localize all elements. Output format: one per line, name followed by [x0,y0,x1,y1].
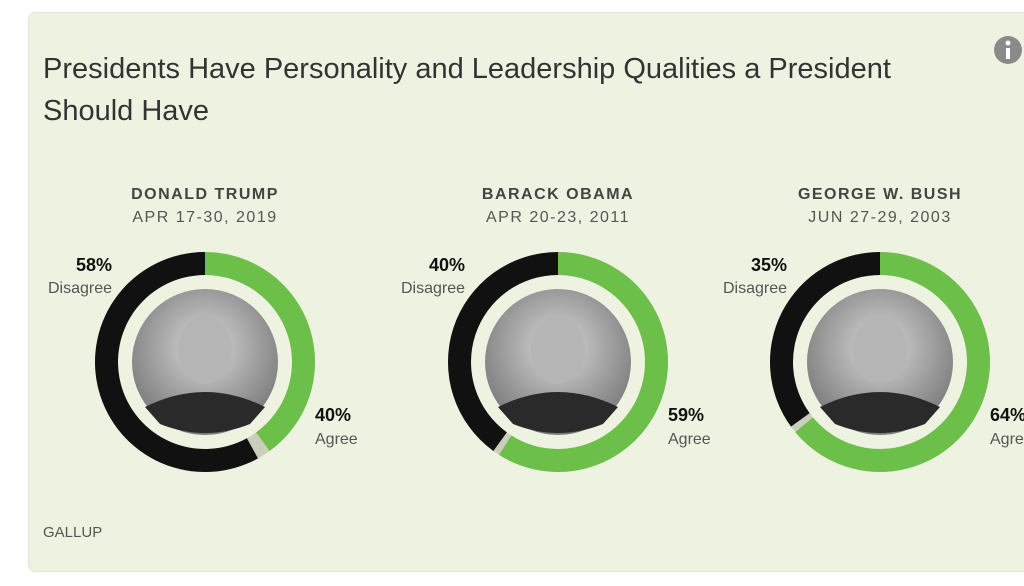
info-icon[interactable] [994,36,1022,64]
category-label: Agree [990,431,1024,448]
donut-title: GEORGE W. BUSH [798,186,962,203]
category-label: Agree [668,431,711,448]
value-label: 40% [315,405,351,425]
portrait [485,289,631,435]
value-label: 59% [668,405,704,425]
donut-segment [205,252,315,451]
donut-segment [769,252,880,427]
value-label: 35% [751,255,787,275]
portrait [807,289,953,435]
portrait-head [853,316,907,384]
value-label: 58% [76,255,112,275]
portrait-body [820,392,940,433]
portrait-head [531,316,585,384]
donut-title: BARACK OBAMA [482,186,634,203]
source: GALLUP [43,524,102,541]
portrait-head [178,316,232,384]
category-label: Disagree [723,280,787,297]
donut-segment [795,252,990,473]
category-label: Disagree [401,280,465,297]
donut-segment [447,252,558,451]
donut-segment [499,252,669,472]
category-label: Agree [315,431,358,448]
portrait-body [145,392,265,433]
donut-subtitle: APR 17-30, 2019 [132,209,277,226]
donut-subtitle: JUN 27-29, 2003 [808,209,951,226]
value-label: 64% [990,405,1024,425]
donut-title: DONALD TRUMP [131,186,279,203]
donut-segment [94,252,258,473]
portrait [132,289,278,435]
portrait-body [498,392,618,433]
chart-title: Presidents Have Personality and Leadersh… [43,53,891,127]
donut-subtitle: APR 20-23, 2011 [486,209,630,226]
category-label: Disagree [48,280,112,297]
value-label: 40% [429,255,465,275]
